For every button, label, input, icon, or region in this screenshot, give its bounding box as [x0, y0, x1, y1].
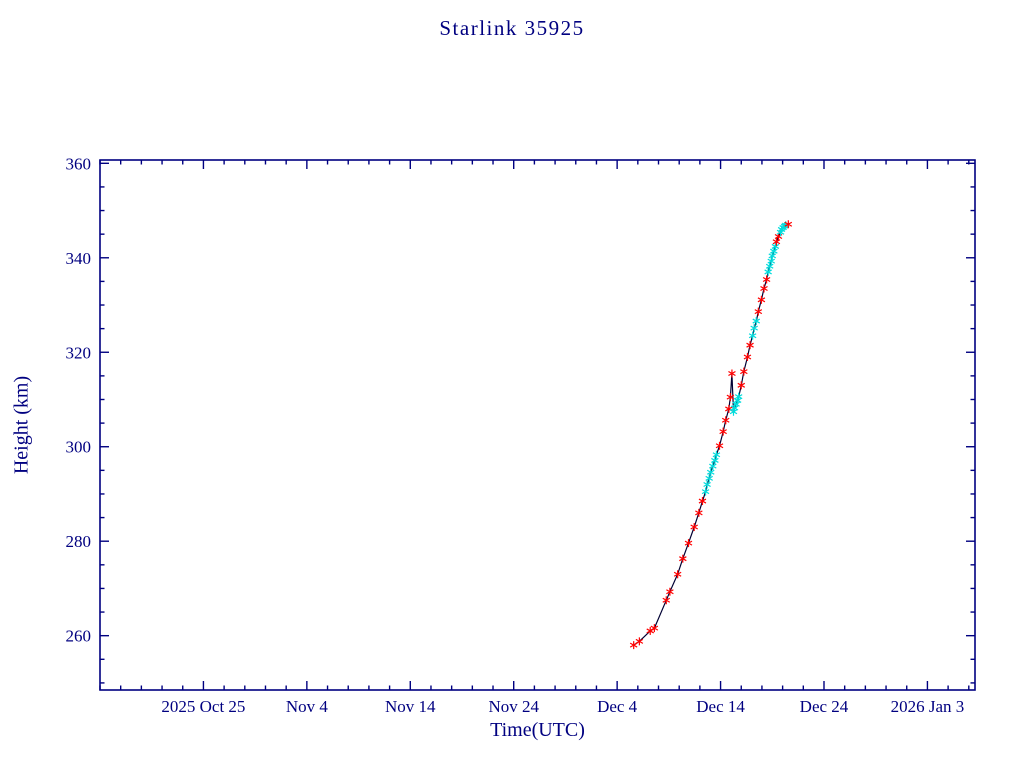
x-axis-label: Time(UTC)	[490, 719, 585, 741]
data-point-marker	[754, 307, 763, 316]
y-tick-label: 280	[66, 532, 92, 551]
data-markers	[629, 220, 793, 650]
y-tick-label: 320	[66, 343, 92, 362]
y-tick-label: 300	[66, 438, 92, 457]
y-axis-ticks: 260 280 300 320 340 360	[66, 154, 975, 684]
y-tick-label: 260	[66, 627, 92, 646]
data-point-marker	[734, 392, 743, 401]
data-point-marker	[635, 637, 644, 646]
y-tick-label: 360	[66, 154, 92, 173]
plot-frame	[99, 159, 976, 691]
data-point-marker	[767, 257, 776, 266]
data-point-marker	[752, 317, 761, 326]
data-point-marker	[750, 324, 758, 333]
data-point-marker	[673, 570, 682, 579]
chart-title: Starlink 35925	[439, 16, 585, 40]
data-point-marker	[771, 242, 780, 251]
data-point-marker	[728, 369, 736, 378]
x-tick-label: Nov 24	[488, 697, 539, 716]
data-point-marker	[690, 523, 698, 532]
data-point-marker	[726, 393, 735, 402]
data-point-marker	[719, 427, 727, 436]
data-point-marker	[768, 251, 777, 260]
data-point-marker	[684, 539, 693, 548]
data-point-marker	[709, 462, 717, 471]
x-tick-label: Nov 14	[385, 697, 436, 716]
x-tick-label: 2025 Oct 25	[161, 697, 245, 716]
x-tick-label: Nov 4	[286, 697, 329, 716]
data-point-marker	[715, 441, 724, 450]
data-point-marker	[721, 416, 730, 425]
data-point-marker	[765, 262, 774, 271]
data-point-marker	[760, 284, 768, 293]
data-point-marker	[740, 367, 748, 376]
x-tick-label: 2026 Jan 3	[891, 697, 965, 716]
data-point-marker	[757, 295, 766, 304]
data-point-marker	[746, 341, 754, 350]
data-point-marker	[737, 381, 746, 390]
y-tick-label: 340	[66, 249, 92, 268]
x-tick-label: Dec 24	[800, 697, 849, 716]
data-point-marker	[712, 450, 721, 459]
data-point-marker	[629, 641, 638, 650]
data-point-marker	[748, 331, 757, 340]
data-point-marker	[666, 587, 674, 596]
x-tick-label: Dec 4	[597, 697, 638, 716]
data-point-marker	[698, 497, 707, 506]
data-point-marker	[701, 487, 710, 496]
data-point-marker	[679, 554, 687, 563]
data-point-marker	[764, 267, 772, 276]
data-point-marker	[705, 474, 713, 483]
data-point-marker	[770, 247, 778, 256]
data-point-marker	[743, 352, 752, 361]
data-point-marker	[784, 220, 793, 229]
data-point-marker	[706, 468, 715, 477]
data-point-marker	[711, 456, 719, 465]
data-point-marker	[662, 596, 671, 605]
data-point-marker	[703, 480, 711, 489]
x-tick-label: Dec 14	[696, 697, 745, 716]
data-point-marker	[762, 275, 771, 284]
data-point-marker	[695, 508, 703, 517]
data-point-marker	[650, 624, 659, 633]
x-axis-ticks: 2025 Oct 25 Nov 4 Nov 14 Nov 24 Dec 4 Dec 14 D…	[99, 160, 970, 716]
